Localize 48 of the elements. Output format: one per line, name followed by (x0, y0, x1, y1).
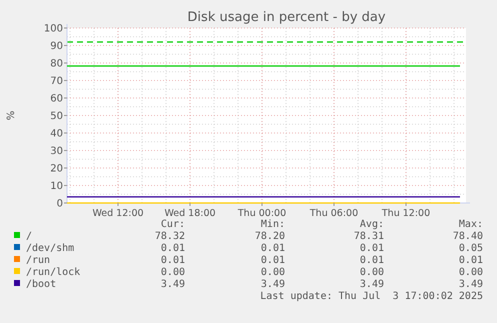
chart-title: Disk usage in percent - by day (187, 10, 386, 25)
y-tick-label: 30 (50, 146, 63, 157)
legend-label: /run (26, 255, 50, 266)
x-tick-label: Wed 18:00 (164, 208, 216, 219)
text: 78.32 (154, 231, 185, 242)
y-tick-label: 70 (50, 76, 63, 87)
text: Min: (260, 219, 285, 230)
text: 0.00 (458, 267, 483, 278)
text: Cur: (160, 219, 185, 230)
x-tick-label: Wed 12:00 (92, 208, 144, 219)
y-tick-label: 10 (50, 181, 63, 192)
y-tick-label: 90 (50, 41, 63, 52)
text: 0.00 (360, 267, 384, 278)
text: 0.01 (360, 255, 384, 266)
x-tick-label: Thu 06:00 (308, 208, 358, 219)
text: 0.01 (260, 255, 285, 266)
legend-label: /boot (26, 279, 56, 290)
text: 0.01 (360, 243, 384, 254)
text: 3.49 (360, 279, 384, 290)
y-tick-label: 50 (50, 111, 63, 122)
y-tick-label: 100 (44, 24, 63, 34)
x-tick-label: Thu 12:00 (380, 208, 430, 219)
y-tick-label: 80 (50, 58, 63, 70)
legend-label: /run/lock (26, 267, 80, 278)
text: 0.01 (160, 243, 185, 254)
x-tick-label: Thu 00:00 (236, 208, 286, 219)
text: 3.49 (260, 279, 285, 290)
legend-label: /dev/shm (26, 243, 74, 254)
text: Max: (458, 219, 483, 230)
text: 0.01 (160, 255, 185, 266)
y-tick-label: 60 (50, 94, 63, 104)
text: 78.20 (254, 231, 285, 242)
y-tick-label: 0 (56, 198, 63, 210)
text: 3.49 (160, 279, 185, 290)
y-axis-title: % (6, 110, 17, 120)
y-tick-label: 20 (50, 164, 63, 174)
text: 78.40 (452, 231, 483, 242)
text: 0.00 (260, 267, 285, 278)
text: 0.00 (160, 267, 185, 278)
text: 0.01 (458, 255, 483, 266)
legend-label: / (26, 231, 32, 242)
text: 3.49 (458, 279, 483, 290)
text: 0.01 (260, 243, 285, 254)
text: Last update: Thu Jul 3 17:00:02 2025 (260, 291, 483, 302)
y-tick-label: 40 (50, 128, 63, 140)
text: 0.05 (458, 243, 483, 254)
text: Avg: (360, 219, 384, 230)
text: 78.31 (354, 231, 384, 242)
